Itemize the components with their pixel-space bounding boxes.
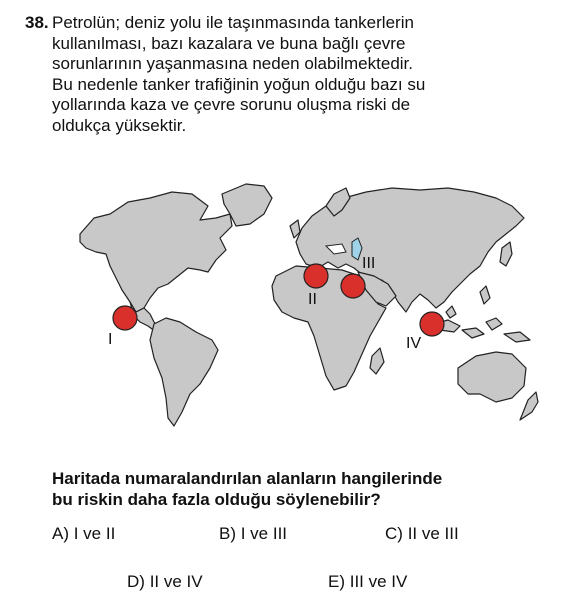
eurasia (295, 187, 525, 313)
new-guinea (503, 331, 531, 343)
marker-label-i: I (108, 331, 112, 348)
prompt-line: bu riskin daha fazla olduğu söylenebilir… (52, 490, 381, 509)
question-prompt: Haritada numaralandırılan alanların hang… (52, 468, 442, 510)
south-america (149, 317, 219, 427)
stem-line: sorunlarının yaşanmasına neden olabilmek… (52, 54, 413, 73)
marker-label-ii: II (308, 291, 317, 308)
north-america (79, 191, 233, 313)
madagascar (369, 347, 385, 375)
marker-iv: IV (406, 311, 445, 352)
question-number: 38. (25, 13, 49, 32)
british-isles (289, 219, 301, 239)
option-letter: B) (219, 524, 236, 543)
scandinavia (325, 187, 351, 217)
marker-i: I (108, 305, 138, 348)
option-b[interactable]: B) I ve III (219, 524, 287, 544)
option-text: III ve IV (349, 572, 408, 591)
new-zealand (519, 391, 539, 421)
option-a[interactable]: A) I ve II (52, 524, 115, 544)
option-text: II ve IV (149, 572, 203, 591)
black-sea (324, 243, 347, 255)
marker-label-iv: IV (406, 335, 421, 352)
indonesia (433, 305, 503, 339)
option-letter: E) (328, 572, 345, 591)
option-e[interactable]: E) III ve IV (328, 572, 407, 592)
marker-iii: III (340, 255, 375, 299)
option-c[interactable]: C) II ve III (385, 524, 459, 544)
option-letter: C) (385, 524, 403, 543)
marker-ii: II (303, 263, 329, 308)
option-d[interactable]: D) II ve IV (127, 572, 203, 592)
stem-line: oldukça yüksektir. (52, 115, 187, 135)
marker-label-iii: III (362, 255, 375, 272)
japan (499, 241, 513, 267)
greenland (221, 183, 273, 227)
australia (457, 351, 527, 403)
stem-line: kullanılması, bazı kazalara ve buna bağl… (52, 33, 406, 53)
stem-line: yollarında kaza ve çevre sorunu oluşma r… (52, 95, 411, 114)
option-text: I ve II (73, 524, 116, 543)
stem-line: Petrolün; deniz yolu ile taşınmasında ta… (52, 13, 414, 32)
arabia (357, 271, 397, 307)
caspian-sea (351, 237, 363, 261)
philippines (479, 285, 491, 305)
stem-line: Bu nedenle tanker trafiğinin yoğun olduğ… (52, 74, 426, 94)
option-text: II ve III (407, 524, 459, 543)
prompt-line: Haritada numaralandırılan alanların hang… (52, 469, 443, 488)
option-letter: D) (127, 572, 145, 591)
world-map: I II III IV (79, 183, 539, 427)
question-stem: Petrolün; deniz yolu ile taşınmasında ta… (52, 13, 552, 136)
option-text: I ve III (240, 524, 288, 543)
option-letter: A) (52, 524, 69, 543)
